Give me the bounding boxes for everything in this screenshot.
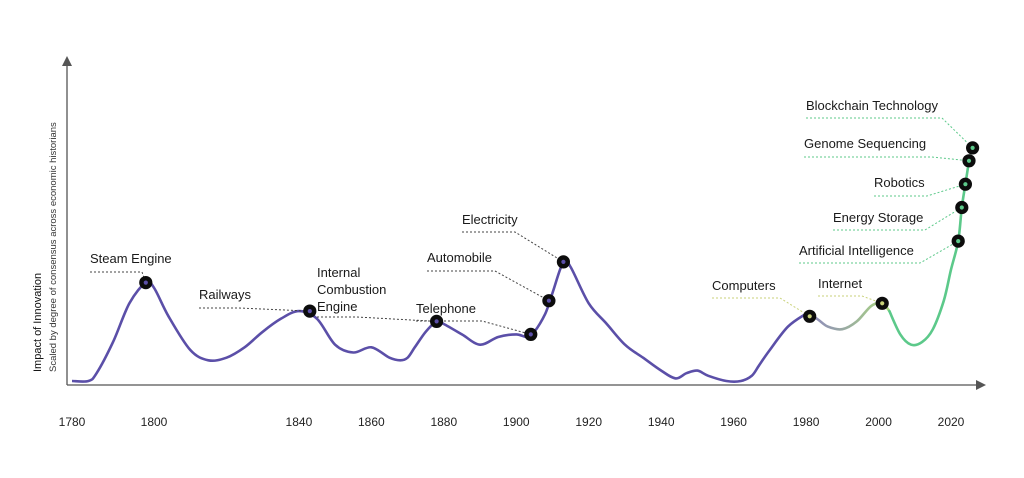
event-label: Genome Sequencing xyxy=(804,136,926,151)
series-lines xyxy=(71,147,975,383)
event-leader xyxy=(833,207,963,231)
x-tick-label: 1940 xyxy=(648,415,675,429)
event-label: Energy Storage xyxy=(833,210,923,225)
event-label: Steam Engine xyxy=(90,251,172,266)
event-marker-center xyxy=(880,301,885,306)
event-marker-center xyxy=(307,309,312,314)
event-label: Blockchain Technology xyxy=(806,98,939,113)
y-axis-labels: Impact of Innovation Scaled by degree of… xyxy=(32,122,59,372)
event-marker-center xyxy=(970,145,975,150)
event-marker-center xyxy=(959,205,964,210)
x-axis-arrow-icon xyxy=(976,380,986,390)
series-line-pre_1980 xyxy=(71,258,807,383)
x-tick-label: 1960 xyxy=(720,415,747,429)
event-label-line: Internal xyxy=(317,265,360,280)
x-tick-label: 1980 xyxy=(793,415,820,429)
x-tick-label: 2000 xyxy=(865,415,892,429)
event-leader xyxy=(806,117,973,149)
event-leader xyxy=(818,295,883,304)
x-tick-label: 1780 xyxy=(59,415,86,429)
event-leader xyxy=(712,297,810,317)
event-marker-center xyxy=(956,239,961,244)
event-label: Electricity xyxy=(462,212,518,227)
x-tick-label: 1860 xyxy=(358,415,385,429)
series-line-recent xyxy=(888,159,971,347)
x-tick-label: 1840 xyxy=(286,415,313,429)
event-leader xyxy=(427,270,550,302)
event-marker-center xyxy=(143,280,148,285)
event-label: Robotics xyxy=(874,175,925,190)
x-tick-labels: 1780 1800 1840 1860 1880 1900 1920 1940 1960 1980… xyxy=(59,415,965,429)
x-tick-label: 1900 xyxy=(503,415,530,429)
x-axis xyxy=(67,380,986,390)
y-axis-arrow-icon xyxy=(62,56,72,66)
event-marker-center xyxy=(963,182,968,187)
event-label-line: Combustion xyxy=(317,282,386,297)
event-leader xyxy=(874,183,966,197)
event-marker-center xyxy=(561,259,566,264)
event-marker-center xyxy=(434,319,439,324)
event-label: Artificial Intelligence xyxy=(799,243,914,258)
x-tick-label: 2020 xyxy=(938,415,965,429)
event-label-line: Engine xyxy=(317,299,357,314)
event-markers xyxy=(139,141,980,341)
x-tick-label: 1920 xyxy=(575,415,602,429)
event-leader xyxy=(317,316,437,322)
x-tick-label: 1880 xyxy=(430,415,457,429)
event-label: Automobile xyxy=(427,250,492,265)
event-leader xyxy=(799,240,959,264)
event-leader xyxy=(804,156,970,162)
event-leader xyxy=(90,271,147,283)
event-marker-center xyxy=(546,298,552,303)
event-marker-center xyxy=(807,314,812,319)
event-label: Internet xyxy=(818,276,862,291)
event-label: Computers xyxy=(712,278,776,293)
event-label: Telephone xyxy=(416,301,476,316)
y-axis-label: Impact of Innovation xyxy=(32,273,44,372)
event-label: Railways xyxy=(199,287,252,302)
event-marker-center xyxy=(966,158,972,163)
event-leader xyxy=(199,307,310,312)
event-leader xyxy=(462,231,564,263)
y-axis-sublabel: Scaled by degree of consensus across eco… xyxy=(48,122,59,372)
y-axis xyxy=(62,56,72,385)
event-marker-center xyxy=(528,332,533,337)
label-leaders xyxy=(90,117,973,335)
x-tick-label: 1800 xyxy=(141,415,168,429)
event-labels: Steam Engine Railways Internal Combustion En… xyxy=(90,98,939,316)
